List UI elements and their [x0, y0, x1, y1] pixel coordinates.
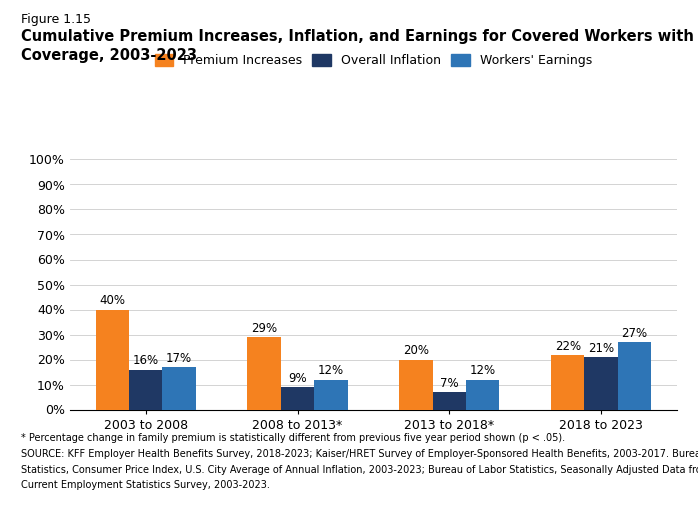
- Text: 9%: 9%: [288, 372, 307, 385]
- Text: 20%: 20%: [403, 344, 429, 358]
- Text: 17%: 17%: [166, 352, 192, 365]
- Text: 27%: 27%: [621, 327, 648, 340]
- Bar: [433, 392, 466, 410]
- Legend: Premium Increases, Overall Inflation, Workers' Earnings: Premium Increases, Overall Inflation, Wo…: [155, 54, 592, 67]
- Bar: [551, 354, 584, 410]
- Text: Cumulative Premium Increases, Inflation, and Earnings for Covered Workers with F: Cumulative Premium Increases, Inflation,…: [21, 29, 698, 44]
- Text: 12%: 12%: [318, 364, 344, 377]
- Text: 12%: 12%: [470, 364, 496, 377]
- Bar: [466, 380, 500, 410]
- Bar: [96, 310, 129, 410]
- Bar: [281, 387, 314, 410]
- Text: * Percentage change in family premium is statistically different from previous f: * Percentage change in family premium is…: [21, 433, 565, 443]
- Bar: [163, 367, 196, 410]
- Text: Figure 1.15: Figure 1.15: [21, 13, 91, 26]
- Bar: [618, 342, 651, 410]
- Bar: [247, 337, 281, 410]
- Bar: [399, 360, 433, 410]
- Text: 22%: 22%: [555, 340, 581, 352]
- Text: Statistics, Consumer Price Index, U.S. City Average of Annual Inflation, 2003-20: Statistics, Consumer Price Index, U.S. C…: [21, 465, 698, 475]
- Text: SOURCE: KFF Employer Health Benefits Survey, 2018-2023; Kaiser/HRET Survey of Em: SOURCE: KFF Employer Health Benefits Sur…: [21, 449, 698, 459]
- Bar: [584, 357, 618, 410]
- Text: 40%: 40%: [99, 295, 126, 308]
- Text: 21%: 21%: [588, 342, 614, 355]
- Text: Current Employment Statistics Survey, 2003-2023.: Current Employment Statistics Survey, 20…: [21, 480, 270, 490]
- Text: 7%: 7%: [440, 377, 459, 390]
- Text: 16%: 16%: [133, 354, 158, 367]
- Bar: [314, 380, 348, 410]
- Text: Coverage, 2003-2023: Coverage, 2003-2023: [21, 48, 197, 64]
- Bar: [129, 370, 163, 410]
- Text: 29%: 29%: [251, 322, 277, 335]
